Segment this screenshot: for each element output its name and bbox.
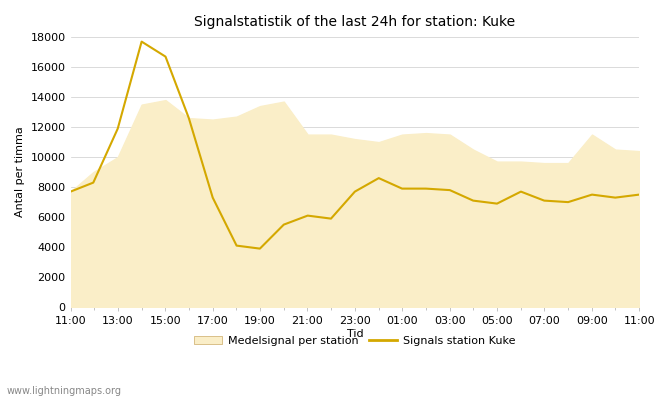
Title: Signalstatistik of the last 24h for station: Kuke: Signalstatistik of the last 24h for stat… xyxy=(194,15,515,29)
X-axis label: Tid: Tid xyxy=(346,329,363,339)
Text: www.lightningmaps.org: www.lightningmaps.org xyxy=(7,386,122,396)
Legend: Medelsignal per station, Signals station Kuke: Medelsignal per station, Signals station… xyxy=(190,331,520,350)
Y-axis label: Antal per timma: Antal per timma xyxy=(15,127,25,218)
